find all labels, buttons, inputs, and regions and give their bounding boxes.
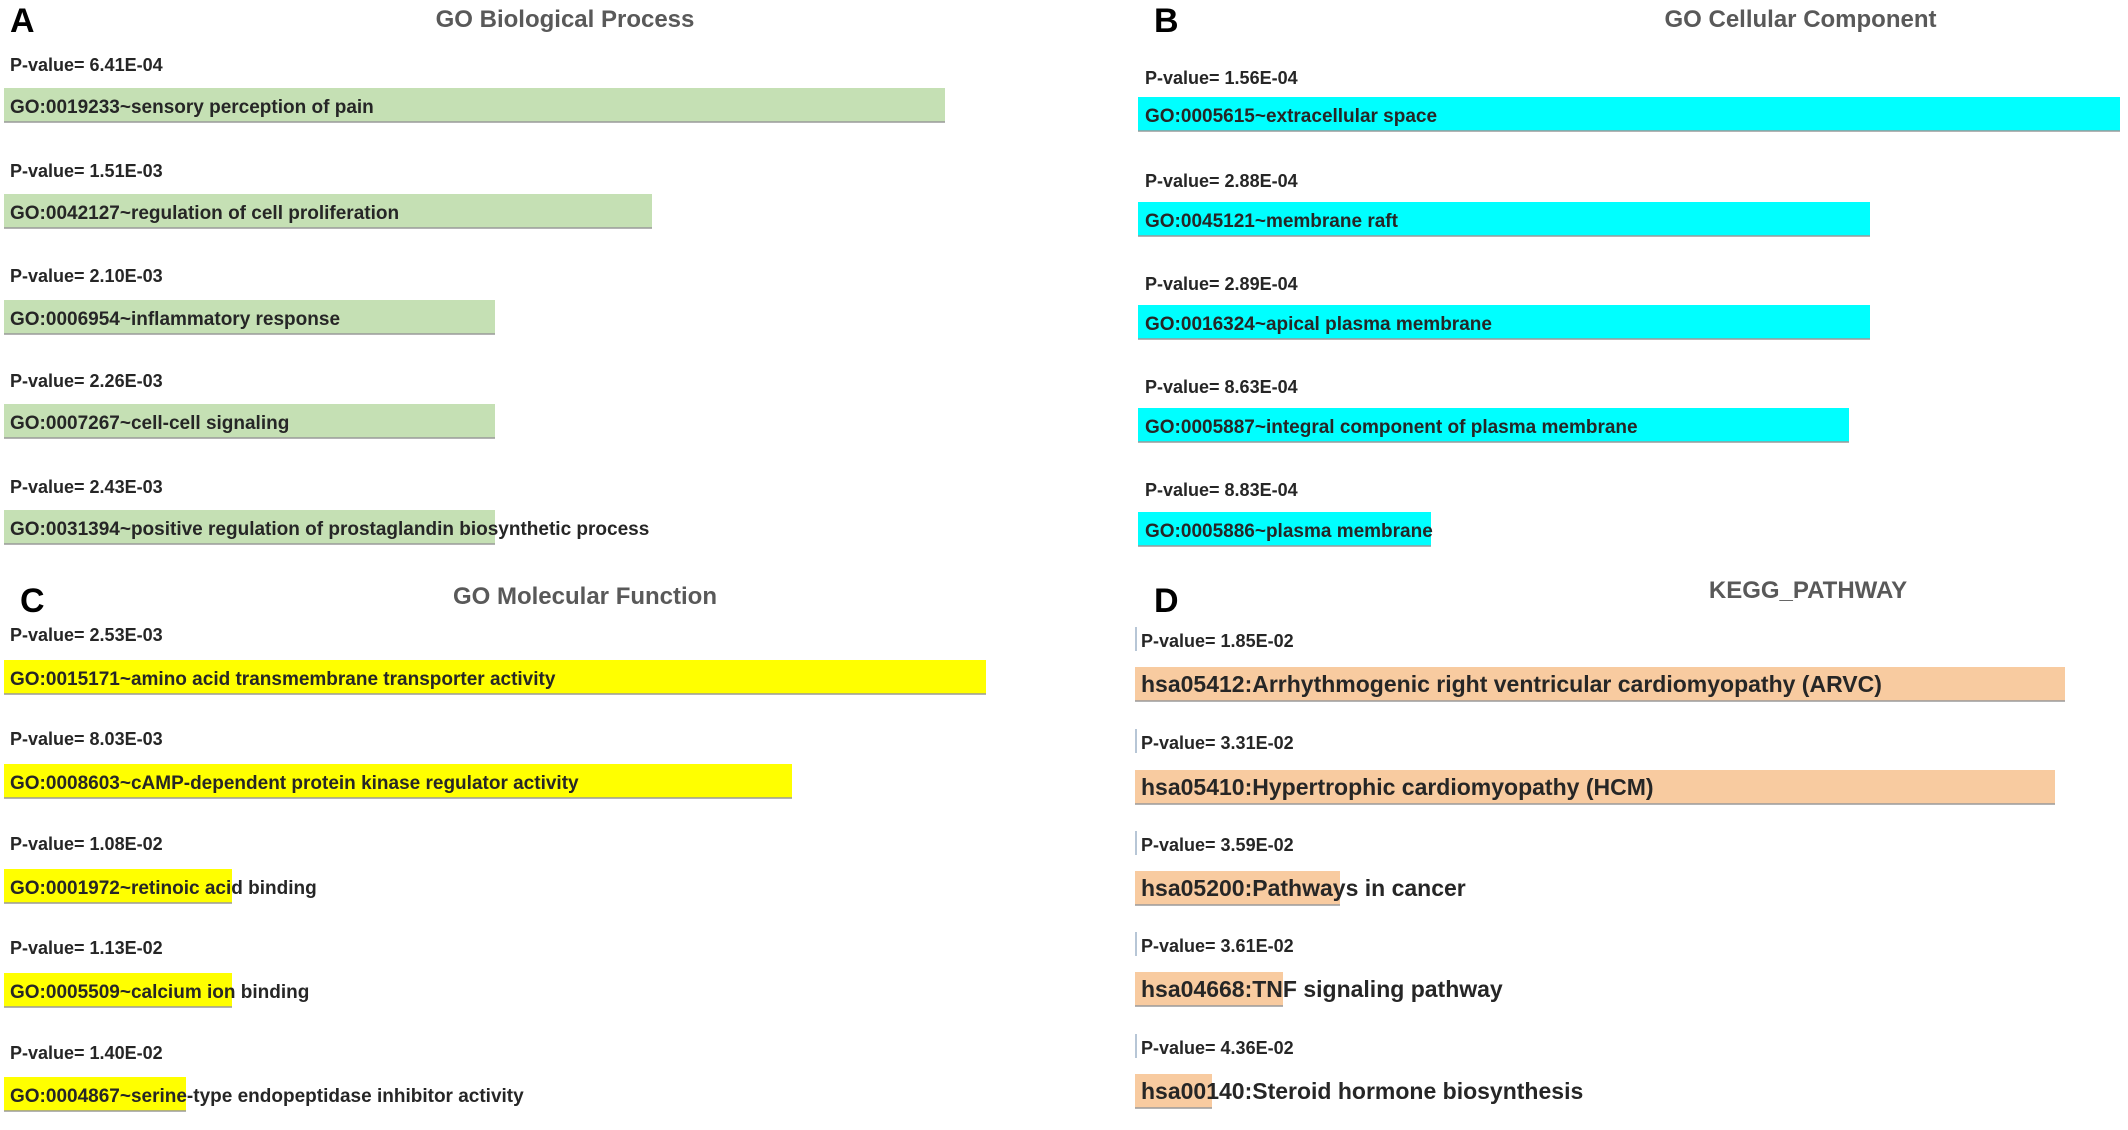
bar-label: GO:0006954~inflammatory response	[10, 309, 340, 330]
bar-label: GO:0045121~membrane raft	[1145, 211, 1399, 232]
bar-label: GO:0005886~plasma membrane	[1145, 521, 1433, 542]
bar-label: GO:0042127~regulation of cell proliferat…	[10, 203, 399, 224]
p-value-label: P-value= 1.40E-02	[10, 1043, 163, 1063]
p-value-label: P-value= 4.36E-02	[1141, 1038, 1294, 1058]
p-value-label: P-value= 8.03E-03	[10, 729, 163, 749]
bar	[1135, 1074, 1212, 1108]
bar	[1135, 972, 1283, 1006]
bar-label: hsa04668:TNF signaling pathway	[1141, 976, 1503, 1002]
bar-label: hsa00140:Steroid hormone biosynthesis	[1141, 1078, 1583, 1104]
bar-label: GO:0005509~calcium ion binding	[10, 982, 309, 1003]
p-value-label: P-value= 2.26E-03	[10, 371, 163, 391]
bar	[4, 404, 495, 438]
bar-label: GO:0004867~serine-type endopeptidase inh…	[10, 1086, 524, 1107]
bar	[4, 300, 495, 334]
p-value-label: P-value= 6.41E-04	[10, 55, 163, 75]
panel-title-d: KEGG_PATHWAY	[1708, 577, 1908, 604]
bar-label: hsa05200:Pathways in cancer	[1141, 875, 1466, 901]
bar-label: GO:0019233~sensory perception of pain	[10, 97, 374, 118]
panel-letter-b: B	[1154, 2, 1179, 40]
panel-title-c: GO Molecular Function	[452, 583, 717, 610]
p-value-label: P-value= 1.51E-03	[10, 161, 163, 181]
bar	[1138, 202, 1870, 236]
bar-label: GO:0005615~extracellular space	[1145, 106, 1437, 127]
bar	[1135, 871, 1340, 905]
chart-a: P-value= 6.41E-04 GO:0019233~sensory perc…	[4, 55, 945, 545]
p-value-label: P-value= 2.10E-03	[10, 266, 163, 286]
bar-label: GO:0015171~amino acid transmembrane tran…	[10, 669, 556, 690]
bar	[1138, 305, 1870, 339]
bar	[4, 510, 495, 544]
bar	[1135, 770, 2055, 804]
bar	[4, 764, 792, 798]
p-value-label: P-value= 1.56E-04	[1145, 68, 1298, 88]
p-value-label: P-value= 3.61E-02	[1141, 936, 1294, 956]
panel-title-b: GO Cellular Component	[1664, 6, 1937, 33]
bar	[4, 973, 232, 1007]
p-value-label: P-value= 2.88E-04	[1145, 171, 1298, 191]
bar	[4, 660, 986, 694]
p-value-label: P-value= 8.63E-04	[1145, 377, 1298, 397]
bar-label: GO:0016324~apical plasma membrane	[1145, 314, 1492, 335]
p-value-label: P-value= 1.13E-02	[10, 938, 163, 958]
p-value-label: P-value= 1.85E-02	[1141, 631, 1294, 651]
chart-c: P-value= 2.53E-03 GO:0015171~amino acid t…	[4, 625, 986, 1112]
panel-letter-d: D	[1154, 582, 1179, 620]
bar-label: GO:0007267~cell-cell signaling	[10, 413, 289, 434]
panel-c: C GO Molecular Function P-value= 2.53E-0…	[0, 565, 1063, 1130]
p-value-label: P-value= 2.53E-03	[10, 625, 163, 645]
chart-b: P-value= 1.56E-04 GO:0005615~extracellula…	[1138, 68, 2120, 547]
bar-label: GO:0008603~cAMP-dependent protein kinase…	[10, 773, 579, 794]
panel-letter-c: C	[20, 582, 45, 620]
panel-a: A GO Biological Process P-value= 6.41E-0…	[0, 0, 1063, 565]
bar-label: GO:0031394~positive regulation of prosta…	[10, 519, 649, 540]
bar	[4, 88, 945, 122]
bar	[1138, 512, 1431, 546]
bar	[1138, 408, 1849, 442]
panel-title-a: GO Biological Process	[435, 6, 695, 33]
p-value-label: P-value= 1.08E-02	[10, 834, 163, 854]
bar-label: hsa05412:Arrhythmogenic right ventricula…	[1141, 671, 1882, 697]
p-value-label: P-value= 2.43E-03	[10, 477, 163, 497]
p-value-label: P-value= 8.83E-04	[1145, 480, 1298, 500]
panel-b: B GO Cellular Component P-value= 1.56E-0…	[1063, 0, 2128, 565]
chart-d: P-value= 1.85E-02 hsa05412:Arrhythmogenic…	[1135, 627, 2065, 1109]
p-value-label: P-value= 2.89E-04	[1145, 274, 1298, 294]
p-value-label: P-value= 3.59E-02	[1141, 835, 1294, 855]
bar-label: GO:0001972~retinoic acid binding	[10, 878, 317, 899]
bar	[1135, 667, 2065, 701]
p-value-label: P-value= 3.31E-02	[1141, 733, 1294, 753]
bar	[4, 194, 652, 228]
panel-d: D KEGG_PATHWAY P-value= 1.85E-02 hsa05412…	[1063, 565, 2128, 1130]
bar-label: GO:0005887~integral component of plasma …	[1145, 417, 1638, 438]
bar	[1138, 97, 2120, 131]
bar	[4, 869, 232, 903]
bar	[4, 1077, 186, 1111]
bar-label: hsa05410:Hypertrophic cardiomyopathy (HC…	[1141, 774, 1654, 800]
panel-letter-a: A	[10, 2, 35, 40]
